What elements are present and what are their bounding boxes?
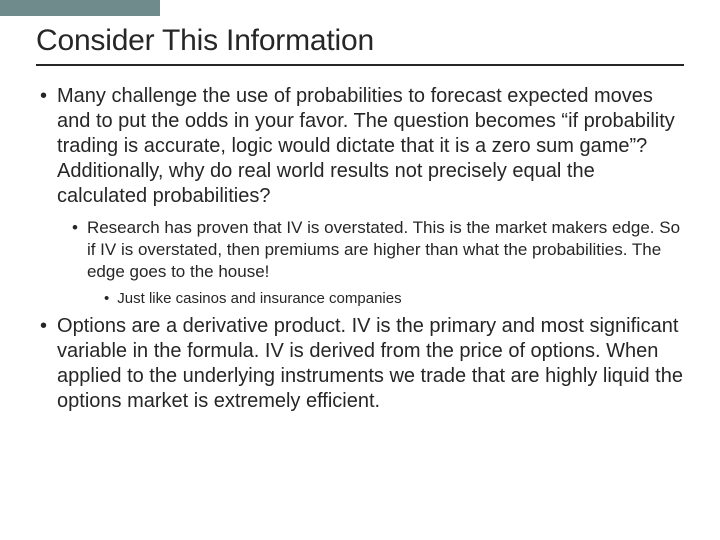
bullet-item: • Many challenge the use of probabilitie… <box>36 84 684 209</box>
bullet-marker: • <box>104 289 109 308</box>
bullet-text: Many challenge the use of probabilities … <box>57 84 684 209</box>
bullet-item: • Options are a derivative product. IV i… <box>36 314 684 414</box>
bullet-text: Research has proven that IV is overstate… <box>87 217 684 283</box>
slide-content: Consider This Information • Many challen… <box>0 0 720 446</box>
bullet-text: Just like casinos and insurance companie… <box>117 289 401 308</box>
bullet-item: • Just like casinos and insurance compan… <box>36 289 684 308</box>
bullet-item: • Research has proven that IV is oversta… <box>36 217 684 283</box>
bullet-marker: • <box>40 314 47 414</box>
bullet-marker: • <box>72 217 78 283</box>
slide-title: Consider This Information <box>36 24 684 66</box>
bullet-marker: • <box>40 84 47 209</box>
bullet-text: Options are a derivative product. IV is … <box>57 314 684 414</box>
accent-bar <box>0 0 160 16</box>
